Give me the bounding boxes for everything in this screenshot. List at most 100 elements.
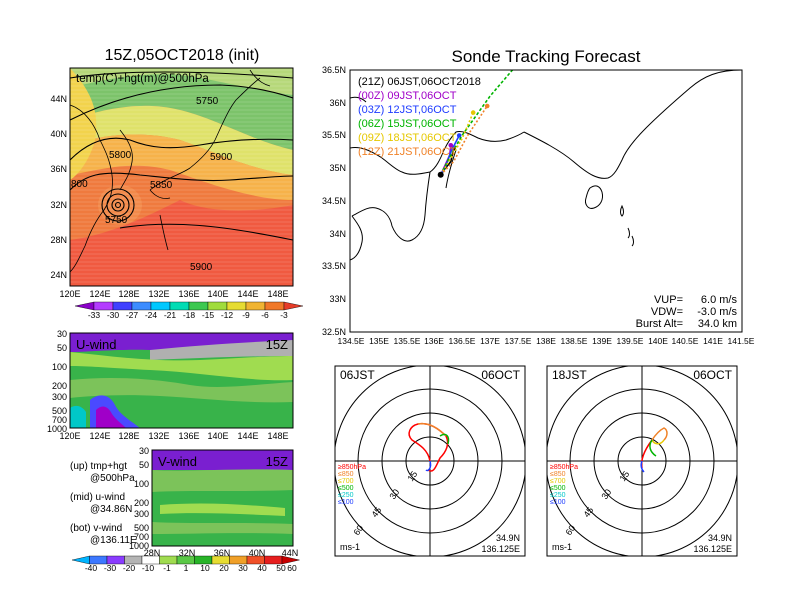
lon-tick: 148E — [267, 289, 288, 299]
wind-colorbar: -40 -30 -20 -10 -1 1 10 20 30 40 50 60 — [71, 555, 300, 573]
note-mid-line2: @34.86N — [90, 504, 132, 515]
vwind-lat-ticks: 28N 32N 36N 40N 44N — [144, 548, 299, 558]
note-mid-line1: (mid) u-wind — [70, 492, 125, 503]
lon-tick: 124E — [89, 289, 110, 299]
lat-tick: 32N — [50, 200, 67, 210]
vup-label: VUP= — [654, 294, 683, 306]
note-bot-line1: (bot) v-wind — [70, 523, 122, 534]
lon-tick: 139E — [592, 336, 612, 346]
height-contours — [70, 71, 293, 241]
lon-tick: 140.5E — [672, 336, 699, 346]
lon-tick: 132E — [148, 289, 169, 299]
lat-tick: 28N — [144, 548, 161, 558]
lon-tick: 128E — [118, 289, 139, 299]
level-label: ≥850hPa — [338, 464, 366, 471]
colorbar-swatch — [188, 301, 209, 311]
level-label: ≤850 — [550, 471, 566, 478]
hodograph-units: ms-1 — [340, 542, 360, 552]
colorbar-swatch — [169, 301, 190, 311]
lon-tick: 139.5E — [617, 336, 644, 346]
track-title: Sonde Tracking Forecast — [452, 47, 641, 66]
lon-tick: 120E — [59, 431, 80, 441]
lon-tick: 136.5E — [449, 336, 476, 346]
hodograph-rings — [547, 366, 737, 556]
sonde-tracks — [437, 70, 514, 178]
colorbar-label: 30 — [238, 563, 248, 573]
colorbar-label: 60 — [287, 563, 297, 573]
lat-tick: 32.5N — [322, 327, 346, 337]
note-bot-line2: @136.11E — [90, 535, 137, 546]
track-endpoint — [484, 103, 490, 109]
p-tick: 700 — [52, 415, 67, 425]
p-tick: 300 — [134, 509, 149, 519]
ring-label: 30 — [387, 487, 401, 501]
hodograph-curve — [651, 427, 668, 441]
track-legend: (21Z) 06JST,06OCT2018 (00Z) 09JST,06OCT … — [358, 76, 481, 158]
colorbar-label: -40 — [85, 563, 98, 573]
hodograph-curve — [640, 460, 645, 473]
vdw-label: VDW= — [651, 306, 683, 318]
level-legend: ≥850hPa ≤850 ≤700 ≤500 ≤250 ≤100 — [550, 464, 578, 506]
map-frame — [69, 67, 294, 287]
track-endpoint — [448, 143, 454, 148]
vwind-cross-section: V-wind 15Z 30 50 100 200 300 500 700 100… — [129, 446, 298, 558]
track-legend-item: (12Z) 21JST,06OCT — [358, 146, 457, 158]
hodograph-date: 06OCT — [693, 368, 732, 382]
level-label: ≤500 — [338, 485, 354, 492]
lon-tick: 137E — [480, 336, 500, 346]
hodograph-lon: 136.125E — [693, 544, 732, 554]
launch-point — [437, 171, 444, 178]
coastlines — [70, 69, 271, 273]
hodograph-time: 06JST — [340, 368, 375, 382]
map-title: 15Z,05OCT2018 (init) — [105, 47, 260, 64]
p-tick: 30 — [57, 329, 67, 339]
colorbar-swatch — [112, 301, 133, 311]
colorbar-label: -27 — [126, 310, 139, 320]
temperature-map: 15Z,05OCT2018 (init) — [50, 47, 304, 320]
colorbar-swatch — [207, 301, 228, 311]
colorbar-label: -3 — [280, 310, 288, 320]
lat-tick: 35.5N — [322, 130, 346, 140]
level-legend: ≥850hPa ≤850 ≤700 ≤500 ≤250 ≤100 — [338, 464, 366, 506]
track-legend-item: (09Z) 18JST,06OCT — [358, 132, 457, 144]
track-line — [440, 112, 474, 176]
japan-coastline — [350, 70, 742, 261]
colorbar-swatch — [283, 301, 304, 311]
note-up-line1: (up) tmp+hgt — [70, 461, 127, 472]
colorbar-swatch — [74, 301, 95, 311]
contour-label: 5750 — [105, 215, 128, 226]
lon-tick: 141E — [703, 336, 723, 346]
colorbar-label: -1 — [163, 563, 171, 573]
colorbar-swatch — [264, 301, 285, 311]
level-label: ≤250 — [338, 492, 354, 499]
uwind-p-ticks: 30 50 100 200 300 500 700 1000 — [47, 329, 67, 434]
lat-tick: 24N — [50, 270, 67, 280]
ring-label: 45 — [581, 505, 595, 519]
vup-value: 6.0 m/s — [701, 294, 738, 306]
lon-tick: 138.5E — [561, 336, 588, 346]
level-label: ≤700 — [338, 478, 354, 485]
lon-tick: 136E — [178, 289, 199, 299]
hodograph-rings — [335, 366, 525, 556]
p-tick: 200 — [52, 381, 67, 391]
lat-tick: 36N — [214, 548, 231, 558]
p-tick: 700 — [134, 532, 149, 542]
uwind-time: 15Z — [266, 337, 288, 352]
level-label: ≤500 — [550, 485, 566, 492]
hodograph-units: ms-1 — [552, 542, 572, 552]
uwind-title: U-wind — [76, 337, 116, 352]
map-overlay-label: temp(C)+hgt(m)@500hPa — [76, 73, 209, 85]
colorbar-label: -6 — [261, 310, 269, 320]
hodograph-curve — [649, 439, 657, 457]
hodograph-time: 18JST — [552, 368, 587, 382]
map-contour-labels: 5750 5800 5850 5900 5750 5900 800 — [71, 96, 233, 273]
p-tick: 200 — [134, 498, 149, 508]
colorbar-label: -12 — [221, 310, 234, 320]
lat-tick: 34.5N — [322, 196, 346, 206]
track-lat-ticks: 36.5N 36N 35.5N 35N 34.5N 34N 33.5N 33N … — [322, 65, 346, 337]
lon-tick: 148E — [267, 431, 288, 441]
p-tick: 500 — [134, 523, 149, 533]
panel-notes: (up) tmp+hgt @500hPa (mid) u-wind @34.86… — [70, 461, 137, 546]
uwind-cross-section: U-wind 15Z 30 50 100 200 300 500 700 100… — [47, 329, 294, 441]
